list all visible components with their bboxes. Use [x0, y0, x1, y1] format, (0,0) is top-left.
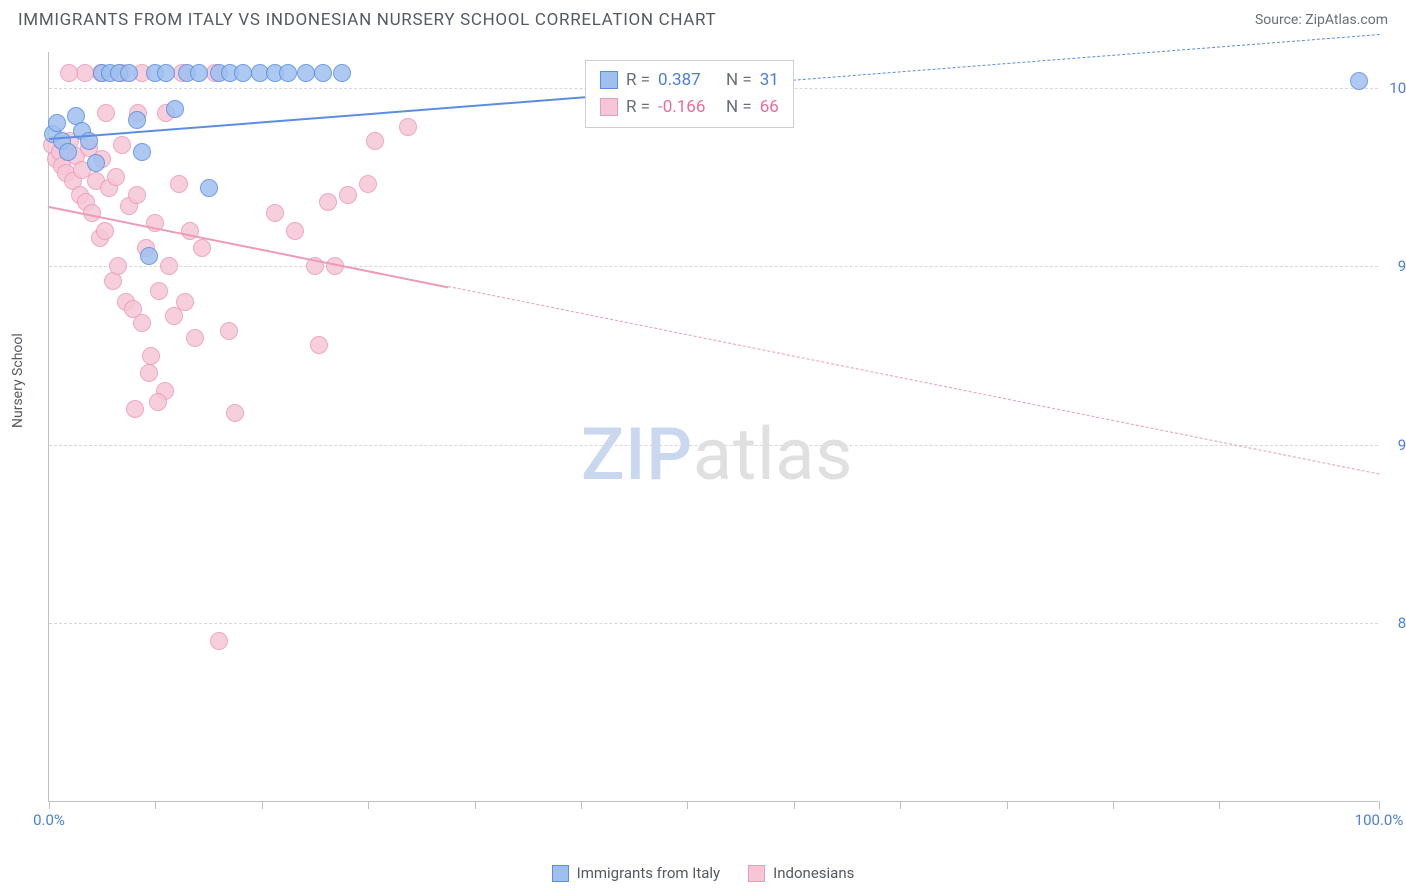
scatter-point-indonesians [359, 175, 377, 193]
r-value: -0.166 [658, 94, 718, 121]
n-label: N = [726, 94, 752, 121]
scatter-point-indonesians [266, 204, 284, 222]
n-label: N = [726, 67, 752, 94]
x-tick [1113, 801, 1114, 809]
scatter-point-indonesians [399, 118, 417, 136]
scatter-point-italy [314, 64, 332, 82]
scatter-point-italy [128, 111, 146, 129]
scatter-point-italy [157, 64, 175, 82]
stat-row: R = -0.166 N = 66 [600, 94, 779, 121]
x-tick [687, 801, 688, 809]
stat-row: R = 0.387 N = 31 [600, 67, 779, 94]
scatter-point-indonesians [319, 193, 337, 211]
regression-indonesians-dashed [448, 286, 1379, 474]
scatter-point-indonesians [113, 136, 131, 154]
scatter-point-italy [200, 179, 218, 197]
r-label: R = [626, 67, 650, 94]
scatter-point-indonesians [126, 400, 144, 418]
gridline [49, 623, 1378, 624]
source-attribution: Source: ZipAtlas.com [1255, 12, 1388, 28]
scatter-point-indonesians [186, 329, 204, 347]
scatter-point-indonesians [176, 293, 194, 311]
n-value: 31 [760, 67, 779, 94]
scatter-point-indonesians [97, 104, 115, 122]
legend-bottom: Immigrants from Italy Indonesians [0, 864, 1406, 882]
x-tick [1007, 801, 1008, 809]
x-tick-label: 0.0% [33, 811, 65, 829]
scatter-point-indonesians [142, 347, 160, 365]
scatter-point-indonesians [107, 168, 125, 186]
scatter-point-italy [166, 100, 184, 118]
legend-item: Indonesians [748, 864, 854, 882]
watermark: ZIPatlas [581, 412, 853, 497]
scatter-point-indonesians [96, 222, 114, 240]
chart-title: IMMIGRANTS FROM ITALY VS INDONESIAN NURS… [18, 10, 716, 30]
x-tick [49, 801, 50, 809]
scatter-point-italy [234, 64, 252, 82]
scatter-point-italy [190, 64, 208, 82]
y-tick-label: 95.0% [1383, 257, 1406, 275]
series-swatch [600, 71, 618, 89]
x-tick [900, 801, 901, 809]
scatter-point-italy [279, 64, 297, 82]
x-tick-label: 100.0% [1355, 811, 1404, 829]
scatter-point-indonesians [193, 239, 211, 257]
legend-label: Indonesians [773, 864, 854, 882]
legend-item: Immigrants from Italy [552, 864, 721, 882]
scatter-point-indonesians [226, 404, 244, 422]
legend-swatch [748, 865, 765, 882]
scatter-point-indonesians [60, 64, 78, 82]
r-label: R = [626, 94, 650, 121]
scatter-point-indonesians [160, 257, 178, 275]
scatter-point-indonesians [76, 64, 94, 82]
scatter-point-italy [140, 247, 158, 265]
scatter-point-italy [133, 143, 151, 161]
x-tick [368, 801, 369, 809]
scatter-point-italy [120, 64, 138, 82]
source-label: Source: [1255, 12, 1305, 28]
scatter-point-italy [297, 64, 315, 82]
y-tick-label: 100.0% [1383, 79, 1406, 97]
source-value: ZipAtlas.com [1305, 12, 1388, 28]
legend-label: Immigrants from Italy [577, 864, 721, 882]
x-tick [1219, 801, 1220, 809]
scatter-chart: 85.0%90.0%95.0%100.0%0.0%100.0%ZIPatlasR… [48, 52, 1378, 802]
scatter-point-indonesians [366, 132, 384, 150]
scatter-point-italy [1350, 72, 1368, 90]
scatter-point-indonesians [220, 322, 238, 340]
scatter-point-indonesians [170, 175, 188, 193]
legend-swatch [552, 865, 569, 882]
scatter-point-indonesians [150, 282, 168, 300]
scatter-point-italy [333, 64, 351, 82]
gridline [49, 445, 1378, 446]
scatter-point-indonesians [109, 257, 127, 275]
x-tick [1379, 801, 1380, 809]
scatter-point-indonesians [133, 314, 151, 332]
x-tick [262, 801, 263, 809]
scatter-point-indonesians [310, 336, 328, 354]
scatter-point-indonesians [128, 186, 146, 204]
scatter-point-italy [87, 154, 105, 172]
gridline [49, 266, 1378, 267]
y-tick-label: 90.0% [1383, 436, 1406, 454]
x-tick [581, 801, 582, 809]
x-tick [794, 801, 795, 809]
scatter-point-italy [48, 114, 66, 132]
n-value: 66 [760, 94, 779, 121]
scatter-point-indonesians [286, 222, 304, 240]
scatter-point-indonesians [339, 186, 357, 204]
x-tick [155, 801, 156, 809]
scatter-point-italy [59, 143, 77, 161]
scatter-point-indonesians [149, 393, 167, 411]
scatter-point-indonesians [140, 364, 158, 382]
series-swatch [600, 98, 618, 116]
scatter-point-indonesians [210, 632, 228, 650]
y-axis-label: Nursery School [10, 333, 26, 428]
chart-header: IMMIGRANTS FROM ITALY VS INDONESIAN NURS… [0, 0, 1406, 36]
r-value: 0.387 [658, 67, 718, 94]
y-tick-label: 85.0% [1383, 614, 1406, 632]
correlation-stat-box: R = 0.387 N = 31 R = -0.166 N = 66 [585, 60, 794, 128]
x-tick [475, 801, 476, 809]
